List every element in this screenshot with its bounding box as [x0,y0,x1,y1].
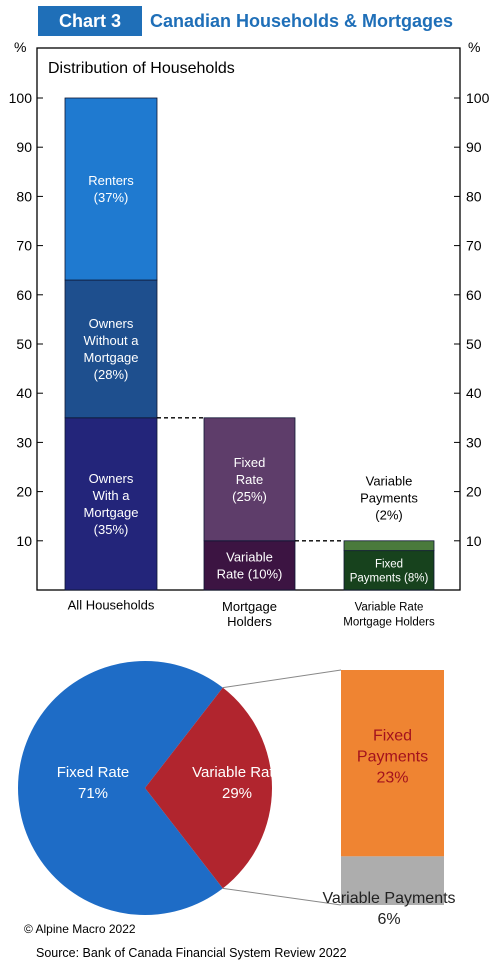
y-unit-left: % [14,39,26,55]
y-tick-label-left: 20 [16,484,32,500]
x-category-label: Mortgage Holders [222,599,277,629]
breakdown-segment [341,670,444,857]
bar-segment [343,550,435,591]
x-category-label: Variable Rate Mortgage Holders [343,602,435,629]
y-unit-right: % [468,39,480,55]
bar-segment-label: Fixed Rate (25%) [232,455,267,504]
y-tick-label-right: 20 [466,484,482,500]
y-tick-label-left: 80 [16,188,32,204]
y-tick-label-left: 30 [16,434,32,450]
breakdown-connector [222,887,342,906]
pie-chart: Fixed Rate 71% Variable Rate 29% Fixed Paymen… [18,661,456,928]
y-tick-label-right: 50 [466,336,482,352]
y-tick-label-left: 70 [16,238,32,254]
bar-segment [343,540,435,552]
plot-title: Distribution of Households [48,60,235,77]
copyright-note: © Alpine Macro 2022 [24,922,136,936]
y-tick-label-left: 90 [16,139,32,155]
y-tick-label-left: 100 [9,90,33,106]
x-category-label: All Households [68,598,155,613]
pie-slice-label: Fixed Rate 71% [57,764,130,802]
bar-segment-label: Variable Rate (10%) [217,549,283,581]
y-tick-label-right: 70 [466,238,482,254]
y-tick-label-right: 90 [466,139,482,155]
pie-slice-label: Variable Rate 29% [192,764,282,802]
breakdown-label: Fixed Payments 23% [357,728,428,787]
bar-segment-label: Renters (37%) [88,173,134,205]
source-note: Source: Bank of Canada Financial System … [36,946,347,960]
pie-slice [145,687,273,889]
bar-segment [64,417,158,591]
pie-slice [18,661,223,915]
bar-segment-label: Owners With a Mortgage (35%) [84,471,139,537]
bar-annotation: Variable Payments (2%) [360,474,418,523]
y-tick-label-left: 10 [16,533,32,549]
breakdown-segment [341,856,444,905]
y-tick-label-left: 40 [16,385,32,401]
breakdown-label: Variable Payments 6% [322,890,455,928]
y-tick-label-right: 10 [466,533,482,549]
breakdown-connector [222,669,342,689]
bar-segment [64,97,158,281]
y-tick-label-left: 50 [16,336,32,352]
bar-segment-label: Fixed Payments (8%) [350,558,429,584]
bar-segment [203,417,296,542]
bar-segment-label: Owners Without a Mortgage (28%) [84,316,140,382]
y-tick-label-right: 80 [466,188,482,204]
y-tick-label-right: 100 [466,90,490,106]
bar-chart: Distribution of Households% % 10 10 20 20 30 30… [9,39,490,629]
chart-title: Canadian Households & Mortgages [150,11,454,31]
y-tick-label-right: 30 [466,434,482,450]
y-tick-label-right: 40 [466,385,482,401]
bar-segment [203,540,296,591]
chart-badge: Chart 3 [38,6,142,36]
y-tick-label-left: 60 [16,287,32,303]
bar-segment [64,279,158,419]
y-tick-label-right: 60 [466,287,482,303]
